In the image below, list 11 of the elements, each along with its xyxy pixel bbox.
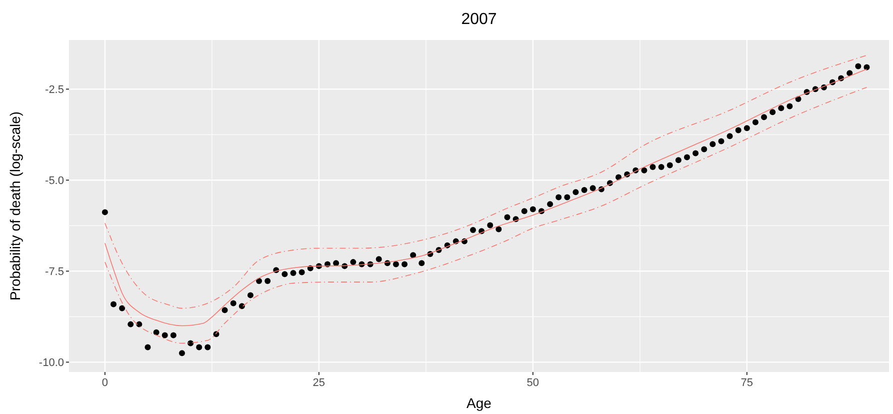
x-tick-label: 50 <box>526 377 540 389</box>
y-tick-label: -10.0 <box>38 357 64 370</box>
x-tick-label: 0 <box>102 377 108 389</box>
x-axis-title: Age <box>466 395 492 411</box>
x-tick-label: 25 <box>312 377 326 389</box>
y-tick-label: -2.5 <box>45 84 64 96</box>
y-tick-label: -7.5 <box>45 266 64 278</box>
chart-title: 2007 <box>461 11 497 28</box>
x-tick-label: 75 <box>740 377 754 389</box>
y-axis-title: Probability of death (log-scale) <box>7 111 23 301</box>
y-tick-label: -5.0 <box>45 175 64 188</box>
